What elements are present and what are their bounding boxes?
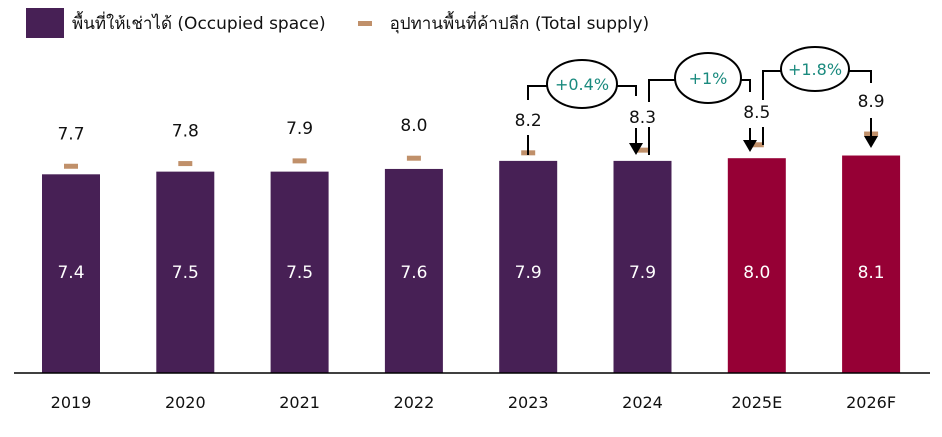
bar-label-2024: 7.9 (629, 263, 656, 283)
annotation-bubble (546, 59, 618, 109)
legend-swatch-occupied (26, 8, 64, 38)
supply-label-2020: 7.8 (172, 122, 199, 142)
supply-marker-2021 (292, 158, 307, 164)
bar-label-2025E: 8.0 (743, 263, 770, 283)
bar-label-2023: 7.9 (515, 263, 542, 283)
bar-2026F (842, 155, 901, 373)
supply-label-2023: 8.2 (515, 111, 542, 131)
x-tick-2026F: 2026F (846, 393, 896, 412)
bar-2024 (613, 160, 672, 373)
legend-swatch-supply (357, 20, 372, 26)
x-tick-2022: 2022 (394, 393, 435, 412)
annotation-connector-left (762, 70, 781, 100)
annotation-connector-left (527, 85, 547, 100)
x-tick-2021: 2021 (279, 393, 320, 412)
arrowhead-icon (629, 143, 643, 155)
supply-marker-2020 (178, 161, 193, 167)
bar-label-2022: 7.6 (400, 263, 427, 283)
supply-label-2025E: 8.5 (743, 103, 770, 123)
supply-label-2021: 7.9 (286, 119, 313, 139)
annotation-connector-left (648, 79, 675, 102)
bar-label-2020: 7.5 (172, 263, 199, 283)
bar-2022 (384, 168, 443, 373)
supply-label-2024: 8.3 (629, 108, 656, 128)
x-tick-2019: 2019 (51, 393, 92, 412)
x-tick-2025E: 2025E (731, 393, 782, 412)
bar-2021 (270, 171, 329, 373)
arrowhead-icon (743, 140, 757, 152)
annotation-connector-right (741, 79, 751, 92)
annotation-connector-right (849, 70, 872, 83)
x-tick-2024: 2024 (622, 393, 663, 412)
supply-label-2022: 8.0 (400, 116, 427, 136)
bar-2019 (42, 174, 100, 373)
x-tick-2020: 2020 (165, 393, 206, 412)
annotation-bubble (780, 46, 850, 92)
legend: พื้นที่ให้เช่าได้ (Occupied space) อุปทา… (26, 8, 649, 38)
annotation-connector-right (617, 85, 637, 96)
bar-label-2019: 7.4 (57, 263, 84, 283)
bar-2025E (727, 158, 786, 373)
legend-label-supply: อุปทานพื้นที่ค้าปลีก (Total supply) (389, 13, 650, 34)
supply-marker-2022 (406, 155, 421, 161)
bar-label-2026F: 8.1 (858, 263, 885, 283)
legend-label-occupied: พื้นที่ให้เช่าได้ (Occupied space) (72, 13, 326, 34)
supply-marker-2025E (749, 142, 764, 148)
annotation-label: +1.8% (788, 60, 842, 79)
annotation-bubble (674, 52, 742, 104)
x-tick-2023: 2023 (508, 393, 549, 412)
supply-label-2026F: 8.9 (858, 92, 885, 112)
supply-marker-2019 (64, 163, 78, 169)
bar-label-2021: 7.5 (286, 263, 313, 283)
bar-2020 (156, 171, 215, 373)
annotation-label: +1% (689, 69, 728, 88)
arrowhead-icon (864, 136, 878, 148)
supply-label-2019: 7.7 (57, 124, 84, 144)
bar-2023 (499, 160, 558, 373)
annotation-label: +0.4% (555, 75, 609, 94)
supply-marker-2024 (635, 147, 650, 153)
